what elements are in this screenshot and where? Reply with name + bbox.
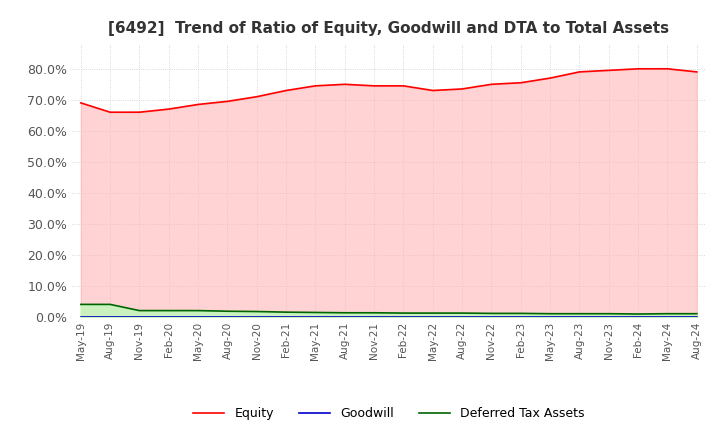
Goodwill	[516, 314, 525, 319]
Deferred Tax Assets	[282, 309, 290, 315]
Deferred Tax Assets	[106, 302, 114, 307]
Deferred Tax Assets	[135, 308, 144, 313]
Goodwill	[311, 314, 320, 319]
Deferred Tax Assets	[194, 308, 202, 313]
Equity	[546, 75, 554, 81]
Deferred Tax Assets	[605, 311, 613, 316]
Title: [6492]  Trend of Ratio of Equity, Goodwill and DTA to Total Assets: [6492] Trend of Ratio of Equity, Goodwil…	[108, 21, 670, 36]
Deferred Tax Assets	[76, 302, 85, 307]
Equity	[223, 99, 232, 104]
Goodwill	[575, 314, 584, 319]
Equity	[428, 88, 437, 93]
Equity	[370, 83, 379, 88]
Goodwill	[370, 314, 379, 319]
Goodwill	[223, 314, 232, 319]
Goodwill	[164, 314, 173, 319]
Goodwill	[546, 314, 554, 319]
Deferred Tax Assets	[428, 311, 437, 316]
Goodwill	[106, 314, 114, 319]
Equity	[516, 80, 525, 85]
Legend: Equity, Goodwill, Deferred Tax Assets: Equity, Goodwill, Deferred Tax Assets	[188, 402, 590, 425]
Goodwill	[605, 314, 613, 319]
Deferred Tax Assets	[575, 311, 584, 316]
Deferred Tax Assets	[253, 309, 261, 314]
Goodwill	[253, 314, 261, 319]
Equity	[76, 100, 85, 106]
Line: Equity: Equity	[81, 69, 697, 112]
Equity	[194, 102, 202, 107]
Goodwill	[634, 314, 642, 319]
Equity	[341, 82, 349, 87]
Goodwill	[399, 314, 408, 319]
Deferred Tax Assets	[546, 311, 554, 316]
Equity	[399, 83, 408, 88]
Equity	[135, 110, 144, 115]
Goodwill	[663, 314, 672, 319]
Goodwill	[458, 314, 467, 319]
Goodwill	[341, 314, 349, 319]
Equity	[282, 88, 290, 93]
Equity	[106, 110, 114, 115]
Deferred Tax Assets	[516, 311, 525, 316]
Deferred Tax Assets	[341, 310, 349, 315]
Equity	[575, 69, 584, 74]
Deferred Tax Assets	[663, 311, 672, 316]
Equity	[663, 66, 672, 71]
Goodwill	[282, 314, 290, 319]
Goodwill	[194, 314, 202, 319]
Goodwill	[693, 314, 701, 319]
Deferred Tax Assets	[487, 311, 496, 316]
Goodwill	[76, 314, 85, 319]
Equity	[605, 68, 613, 73]
Goodwill	[428, 314, 437, 319]
Equity	[164, 106, 173, 112]
Deferred Tax Assets	[370, 310, 379, 315]
Deferred Tax Assets	[223, 308, 232, 314]
Equity	[253, 94, 261, 99]
Deferred Tax Assets	[399, 311, 408, 316]
Goodwill	[487, 314, 496, 319]
Equity	[693, 69, 701, 74]
Equity	[458, 86, 467, 92]
Deferred Tax Assets	[634, 312, 642, 317]
Equity	[311, 83, 320, 88]
Equity	[487, 82, 496, 87]
Deferred Tax Assets	[458, 311, 467, 316]
Deferred Tax Assets	[693, 311, 701, 316]
Line: Deferred Tax Assets: Deferred Tax Assets	[81, 304, 697, 314]
Equity	[634, 66, 642, 71]
Goodwill	[135, 314, 144, 319]
Deferred Tax Assets	[164, 308, 173, 313]
Deferred Tax Assets	[311, 310, 320, 315]
